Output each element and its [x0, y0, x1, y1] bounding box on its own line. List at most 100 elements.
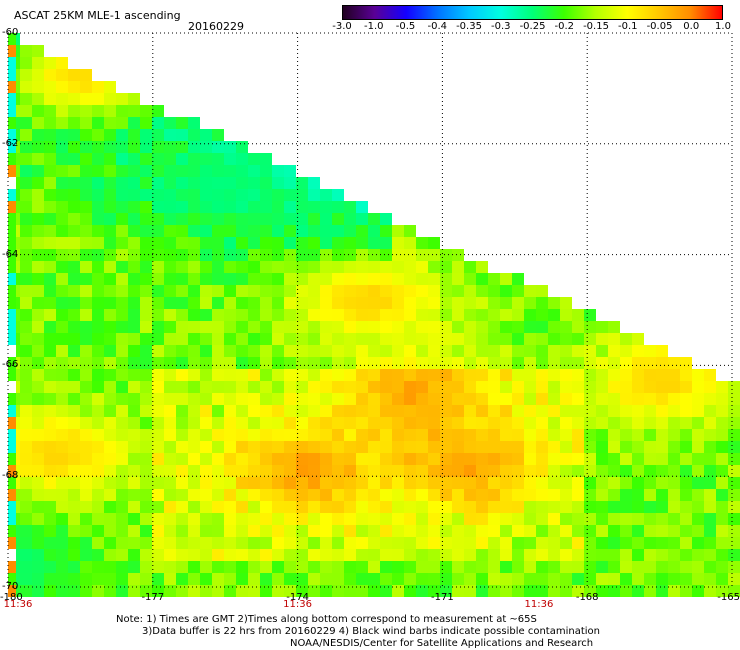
heatmap-cell — [140, 381, 152, 393]
heatmap-cell — [356, 429, 368, 441]
heatmap-cell — [416, 573, 428, 585]
y-tick-label: -70 — [2, 581, 19, 592]
heatmap-cell — [344, 381, 356, 393]
heatmap-cell — [68, 261, 80, 273]
heatmap-cell — [224, 165, 236, 177]
y-tick-label: -66 — [2, 359, 19, 371]
heatmap-cell — [260, 501, 272, 513]
heatmap-edge-cell — [8, 177, 16, 189]
heatmap-cell — [20, 537, 32, 549]
heatmap-cell — [44, 81, 56, 93]
heatmap-cell — [344, 321, 356, 333]
heatmap-cell — [392, 549, 404, 561]
heatmap-cell — [308, 501, 320, 513]
heatmap-cell — [284, 333, 296, 345]
heatmap-cell — [356, 309, 368, 321]
heatmap-cell — [284, 585, 296, 597]
heatmap-cell — [200, 585, 212, 597]
heatmap-cell — [272, 285, 284, 297]
heatmap-cell — [344, 237, 356, 249]
heatmap-cell — [692, 513, 704, 525]
heatmap-cell — [536, 285, 548, 297]
heatmap-cell — [164, 309, 176, 321]
heatmap-cell — [644, 573, 656, 585]
heatmap-cell — [596, 369, 608, 381]
heatmap-cell — [236, 417, 248, 429]
heatmap-cell — [56, 153, 68, 165]
heatmap-cell — [44, 381, 56, 393]
heatmap-cell — [572, 393, 584, 405]
heatmap-cell — [524, 549, 536, 561]
heatmap-cell — [512, 489, 524, 501]
heatmap-cell — [212, 405, 224, 417]
heatmap-cell — [512, 465, 524, 477]
heatmap-cell — [224, 297, 236, 309]
heatmap-cell — [416, 393, 428, 405]
heatmap-cell — [68, 129, 80, 141]
heatmap-cell — [356, 213, 368, 225]
heatmap-cell — [680, 513, 692, 525]
heatmap-cell — [152, 321, 164, 333]
heatmap-cell — [356, 549, 368, 561]
heatmap-cell — [512, 417, 524, 429]
heatmap-cell — [56, 189, 68, 201]
heatmap-cell — [452, 501, 464, 513]
heatmap-cell — [296, 477, 308, 489]
heatmap-cell — [416, 549, 428, 561]
heatmap-cell — [428, 285, 440, 297]
heatmap-cell — [644, 429, 656, 441]
heatmap-cell — [332, 417, 344, 429]
heatmap-cell — [404, 309, 416, 321]
heatmap-cell — [668, 453, 680, 465]
heatmap-cell — [128, 117, 140, 129]
heatmap-cell — [116, 549, 128, 561]
heatmap-cell — [332, 309, 344, 321]
heatmap-cell — [584, 441, 596, 453]
heatmap-cell — [380, 213, 392, 225]
heatmap-cell — [500, 525, 512, 537]
heatmap-cell — [548, 477, 560, 489]
heatmap-cell — [68, 405, 80, 417]
heatmap-cell — [140, 189, 152, 201]
heatmap-cell — [236, 153, 248, 165]
heatmap-cell — [368, 477, 380, 489]
heatmap-cell — [524, 585, 536, 597]
heatmap-cell — [308, 189, 320, 201]
heatmap-cell — [692, 393, 704, 405]
heatmap-cell — [44, 309, 56, 321]
heatmap-cell — [188, 321, 200, 333]
heatmap-cell — [548, 561, 560, 573]
heatmap-cell — [560, 309, 572, 321]
heatmap-cell — [200, 297, 212, 309]
heatmap-cell — [128, 105, 140, 117]
heatmap-cell — [296, 549, 308, 561]
heatmap-cell — [368, 309, 380, 321]
heatmap-cell — [92, 573, 104, 585]
heatmap-cell — [20, 393, 32, 405]
heatmap-cell — [680, 441, 692, 453]
heatmap-cell — [332, 573, 344, 585]
heatmap-cell — [404, 453, 416, 465]
heatmap-cell — [212, 165, 224, 177]
heatmap-cell — [272, 513, 284, 525]
heatmap-cell — [92, 201, 104, 213]
heatmap-cell — [704, 369, 716, 381]
heatmap-cell — [80, 441, 92, 453]
heatmap-cell — [104, 549, 116, 561]
heatmap-cell — [368, 405, 380, 417]
heatmap-cell — [272, 261, 284, 273]
heatmap-cell — [404, 237, 416, 249]
heatmap-cell — [584, 333, 596, 345]
heatmap-cell — [188, 501, 200, 513]
heatmap-cell — [80, 561, 92, 573]
heatmap-cell — [188, 405, 200, 417]
heatmap-cell — [164, 321, 176, 333]
heatmap-cell — [452, 441, 464, 453]
heatmap-cell — [512, 429, 524, 441]
colorbar-tick-label: -0.35 — [456, 21, 482, 32]
heatmap-cell — [116, 453, 128, 465]
heatmap-cell — [560, 381, 572, 393]
heatmap-cell — [416, 513, 428, 525]
heatmap-cell — [164, 537, 176, 549]
heatmap-cell — [92, 405, 104, 417]
